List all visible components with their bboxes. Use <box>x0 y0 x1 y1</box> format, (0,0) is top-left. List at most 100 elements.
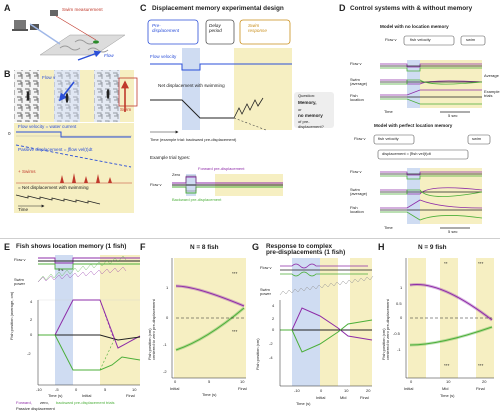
flow-velocity-c: Flow velocity <box>150 54 177 59</box>
row-fish-location-2: Fish location <box>350 205 364 214</box>
ytick-f-1: 1 <box>166 285 169 290</box>
swim-d2: swim <box>472 136 482 141</box>
displacement-question: displacement? <box>298 124 324 129</box>
ytick-g-2: 2 <box>272 316 275 321</box>
xtick-g-0: 0 <box>320 388 323 393</box>
final-f: Final <box>238 386 247 391</box>
xlabel-f: Time (s) <box>202 392 217 397</box>
of-pre-label: of pre- <box>298 119 310 124</box>
projector-icon <box>30 24 39 30</box>
legend-backward: backward pre-displacement trials <box>56 400 115 405</box>
initial-e: Initial <box>82 393 92 398</box>
sig-f-1: *** <box>232 271 238 276</box>
legend-forward: Forward, <box>16 400 32 405</box>
flow-v-d1: Flow v <box>385 37 397 42</box>
ytick-g-4: 4 <box>272 303 275 308</box>
initial-f: Initial <box>170 386 180 391</box>
xtick-h-0: 0 <box>410 379 413 384</box>
average-label: Average <box>484 73 499 78</box>
panel-d-illustration <box>373 35 491 229</box>
panel-label-a: A <box>4 3 11 13</box>
flow-v-c: Flow v <box>150 182 162 187</box>
panel-g-illustration <box>279 258 374 387</box>
time-caption-c: Time (example trial: backward pre-displa… <box>150 137 237 142</box>
legend-zero: zero, <box>40 400 49 405</box>
scale-d2: 5 sec <box>448 229 458 234</box>
panel-c-title: Displacement memory experimental design <box>152 5 284 12</box>
sig-h-3: *** <box>444 363 450 368</box>
panel-h-illustration <box>405 258 494 379</box>
displacement-eq-d: displacement = ∫fish vel(t)dt <box>382 151 431 156</box>
time-d1: Time <box>384 109 393 114</box>
panel-label-f: F <box>140 242 146 252</box>
flow-velocity-eq: Flow velocity = water current <box>18 124 77 129</box>
time-d2: Time <box>384 225 393 230</box>
row-flow-v: Flow v <box>350 61 362 66</box>
xtick-g-10: 10 <box>344 388 349 393</box>
panel-label-g: G <box>252 242 260 252</box>
example-trials-label: Example trials <box>484 89 500 98</box>
final-e: Final <box>126 393 135 398</box>
panel-d-title: Control systems with & without memory <box>350 5 473 12</box>
xtick-e-10: 10 <box>132 387 137 392</box>
pre-displacement-box: Pre- displacement <box>152 23 180 33</box>
zero-label-c: Zero <box>172 172 181 177</box>
ytick-h-05: 0.5 <box>396 301 402 306</box>
initial-g: Initial <box>316 395 326 400</box>
fish-velocity-d2: fish velocity <box>378 136 399 141</box>
camera-icon <box>50 10 58 16</box>
zero-label-b: 0 <box>8 131 11 136</box>
xtick-e-5: 5 <box>104 387 107 392</box>
forward-label: Forward pre-displacement <box>198 166 245 171</box>
xtick-e-m10: -10 <box>36 387 42 392</box>
sig-h-4: *** <box>478 363 484 368</box>
sig-h-2: *** <box>478 261 484 266</box>
ytick-h-m05: -0.5 <box>393 331 400 336</box>
model-no-memory: Model with no location memory <box>380 24 449 29</box>
xlabel-h: Time (s) <box>440 393 455 398</box>
ytick-h-m1: -1 <box>397 347 401 352</box>
mid-g: Mid <box>340 395 347 400</box>
net-displacement-c: Net displacement with swimming <box>158 83 225 88</box>
fish-velocity-d1: fish velocity <box>410 37 431 42</box>
swims-label: + Swims <box>18 169 36 174</box>
row-divider <box>0 238 500 239</box>
sig-f-2: *** <box>232 329 238 334</box>
panel-g-title: Response to complex pre-displacements (1… <box>266 243 346 257</box>
final-h: Final <box>476 386 485 391</box>
xtick-e-0: 0 <box>75 387 78 392</box>
final-g: Final <box>360 395 369 400</box>
panel-label-b: B <box>4 69 11 79</box>
swim-power-g: Swim power <box>260 287 271 296</box>
ytick-g-m4: -4 <box>269 355 273 360</box>
xtick-g-20: 20 <box>366 388 371 393</box>
scale-e: 5 s <box>58 267 64 272</box>
panel-b-illustration <box>14 70 138 213</box>
swim-measurement-label: Swim measurement <box>62 7 103 12</box>
ylabel-g: Fish position (cm) <box>255 338 260 370</box>
xtick-f-0: 0 <box>174 379 177 384</box>
xtick-h-20: 20 <box>482 379 487 384</box>
ylabel-f: Fish position (cm) centered to zero pre-… <box>147 299 156 360</box>
ytick-e-4: 4 <box>30 299 33 304</box>
computer-icon <box>14 20 26 29</box>
ytick-g-0: 0 <box>272 327 275 332</box>
xlabel-g: Time (s) <box>296 401 311 406</box>
time-label-b: Time <box>18 207 29 212</box>
panel-label-c: C <box>140 3 147 13</box>
ytick-h-1: 1 <box>400 285 403 290</box>
panel-e-illustration <box>37 255 141 386</box>
ytick-g-m2: -2 <box>269 341 273 346</box>
memory-label: Memory, <box>298 100 317 105</box>
ytick-e-2: 2 <box>30 317 33 322</box>
sig-h-1: ** <box>444 261 448 266</box>
question-label: Question: <box>298 93 316 98</box>
ylabel-h: Fish position (cm) centered to zero pre-… <box>381 299 390 360</box>
scale-d1: 5 sec <box>448 113 458 118</box>
flow-v-label-b: Flow v <box>42 75 56 80</box>
xtick-g-m10: -10 <box>294 388 300 393</box>
passive-displacement-eq: Passive displacement = ∫flow vel(t)dt <box>18 147 93 152</box>
ytick-f-0: 0 <box>166 315 169 320</box>
panel-label-d: D <box>339 3 346 13</box>
